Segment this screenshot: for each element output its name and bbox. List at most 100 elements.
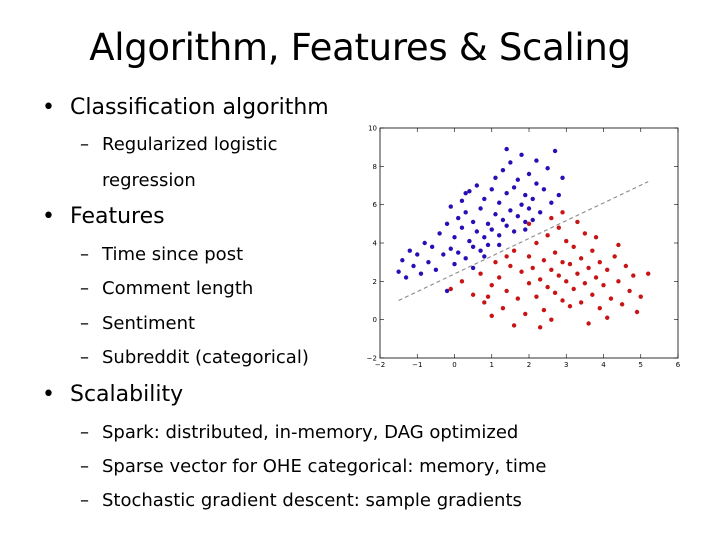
scatter-point [470,265,476,271]
y-tick-label: 4 [373,240,378,248]
y-tick-label: 10 [368,125,377,133]
scatter-point [474,229,480,234]
scatter-point [541,307,547,313]
scatter-point [627,288,632,294]
scatter-point [534,158,539,163]
sub-item-label: Sparse vector for OHE categorical: memor… [102,456,547,477]
scatter-point [482,254,487,259]
scatter-point [452,261,457,267]
sub-item-regression: regression [102,170,196,191]
scatter-point [459,279,465,284]
dash: – [80,278,89,299]
scatter-point [508,160,513,165]
scatter-point [456,215,461,221]
scatter-point [552,250,558,255]
scatter-point [567,261,573,267]
scatter-point [530,217,535,223]
scatter-point [433,267,439,273]
scatter-point [549,317,554,322]
scatter-point [560,298,565,303]
scatter-point [601,282,606,288]
scatter-point [571,244,576,250]
scatter-point [482,300,487,305]
sub-item-comment-length: – Comment length [80,278,253,299]
scatter-point [590,292,595,297]
scatter-point [545,284,550,290]
dash: – [80,134,89,155]
scatter-point [493,259,498,265]
sub-item-regularized-logistic: – Regularized logistic [80,134,277,155]
scatter-point [593,275,599,280]
scatter-point [519,269,524,274]
scatter-point [489,227,494,232]
scatter-point [523,227,528,232]
scatter-point [400,258,405,263]
scatter-point [470,292,476,297]
scatter-point [582,231,588,236]
scatter-point [605,267,610,273]
x-tick-label: 0 [452,361,456,369]
scatter-point [534,181,539,186]
scatter-point [526,221,532,227]
scatter-point [564,238,569,244]
scatter-point [508,263,513,269]
scatter-point [523,311,528,317]
scatter-point [552,148,558,154]
scatter-point [452,235,457,240]
scatter-point [497,200,502,205]
bullet-features: • Features [42,204,165,229]
scatter-point [467,189,472,194]
x-tick-label: 4 [601,361,606,369]
sub-item-spark: – Spark: distributed, in-memory, DAG opti… [80,422,518,443]
scatter-point [590,248,595,253]
scatter-point [482,235,487,240]
scatter-point [489,187,494,192]
scatter-point [500,305,506,311]
scatter-point [575,219,580,225]
scatter-point [456,250,461,255]
x-tick-label: 6 [676,361,681,369]
y-tick-label: 0 [373,316,377,324]
scatter-point [508,208,513,213]
dash: – [80,422,89,443]
scatter-point [444,221,450,227]
scatter-point [523,219,528,225]
scatter-point [411,263,416,269]
scatter-point [593,235,599,240]
scatter-point [511,229,517,234]
scatter-point [478,206,483,211]
scatter-point [560,175,565,181]
scatter-point [530,196,535,202]
scatter-point [556,273,561,278]
scatter-point [564,279,569,284]
scatter-point [515,213,521,219]
sub-item-label: Sentiment [102,313,196,334]
sub-item-label: Spark: distributed, in-memory, DAG optim… [102,422,519,443]
scatter-point [426,259,431,265]
x-tick-label: 5 [639,361,643,369]
scatter-point [560,210,565,215]
scatter-point [534,240,539,246]
scatter-point [515,177,521,182]
scatter-point [407,248,412,253]
scatter-point [616,242,621,248]
scatter-point [526,281,532,286]
scatter-point [549,267,554,273]
scatter-point [526,254,532,259]
scatter-point [500,217,506,223]
scatter-point [504,190,509,196]
sub-item-label: Time since post [102,244,244,265]
bullet-scalability: • Scalability [42,382,183,407]
scatter-point [429,244,435,250]
scatter-point [459,198,465,204]
x-tick-label: 2 [527,361,531,369]
scatter-point [511,323,517,328]
y-tick-label: 8 [373,163,377,171]
scatter-point [504,223,509,228]
sub-item-sentiment: – Sentiment [80,313,195,334]
sub-item-label: Regularized logistic [102,134,278,155]
scatter-point [489,313,494,319]
scatter-point [582,281,588,286]
bullet-dot: • [42,382,55,407]
scatter-point [500,167,506,173]
